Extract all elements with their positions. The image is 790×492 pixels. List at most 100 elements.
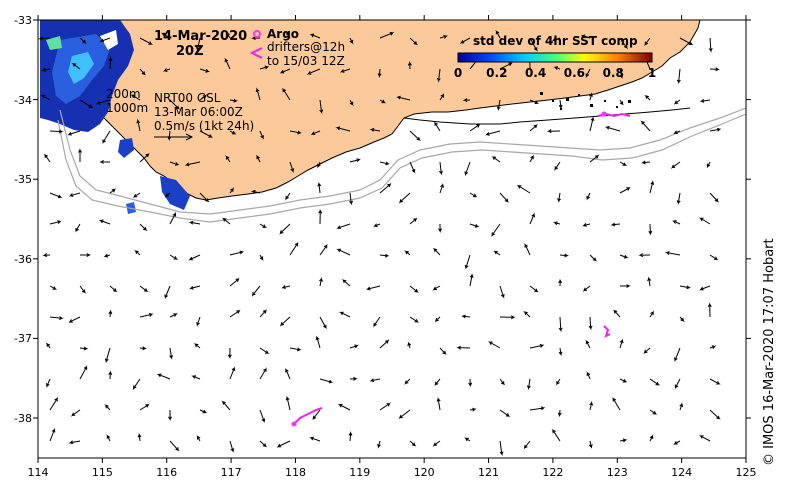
velocity-arrow [589,254,598,262]
velocity-arrow [679,285,692,290]
velocity-arrow [259,347,270,354]
velocity-arrow [68,192,81,197]
velocity-arrow [229,440,235,453]
velocity-arrow [499,440,504,457]
velocity-arrow [40,94,51,101]
velocity-arrow [499,409,511,417]
velocity-arrow [459,37,471,45]
velocity-arrow [409,37,419,46]
lon-tick-label: 117 [221,466,242,479]
velocity-arrow [49,192,63,199]
velocity-arrow [319,276,323,287]
velocity-arrow [673,99,681,105]
velocity-arrow [409,161,416,174]
velocity-arrow [698,217,711,225]
lat-tick-label: -35 [14,173,32,186]
velocity-arrow [136,118,141,132]
velocity-arrow [679,402,684,411]
velocity-arrow [462,98,471,103]
velocity-arrow [679,316,685,322]
velocity-arrow [529,154,534,163]
velocity-arrow [526,378,531,391]
lon-tick-label: 119 [349,466,370,479]
lon-tick-label: 114 [28,466,49,479]
lat-tick-label: -37 [14,332,32,345]
velocity-arrow [251,285,261,297]
isobath-1000m-label: 1000m [106,101,148,115]
velocity-arrow [529,123,538,132]
velocity-arrow [709,254,719,260]
velocity-arrow [137,432,142,442]
velocity-arrow [499,285,505,299]
colorbar-tick: 1 [648,66,656,80]
velocity-arrow [259,130,265,140]
velocity-arrow [469,273,474,287]
velocity-arrow [439,347,447,355]
velocity-arrow [67,130,81,136]
velocity-arrow [679,37,694,45]
velocity-arrows [38,30,722,457]
velocity-arrow [315,335,321,349]
velocity-arrow [644,37,651,47]
velocity-arrow [699,285,711,291]
velocity-arrow [551,428,561,442]
velocity-arrow [523,440,531,450]
velocity-arrow [229,309,241,318]
velocity-arrow [491,156,501,163]
velocity-arrow [644,94,651,101]
velocity-arrow [619,338,624,349]
velocity-arrow [556,378,561,386]
velocity-arrow [707,302,712,318]
lon-tick-label: 118 [285,466,306,479]
velocity-arrow [349,37,354,45]
velocity-arrow [396,95,411,101]
velocity-arrow [379,31,395,39]
velocity-arrow [582,285,591,292]
velocity-arrow [585,339,591,349]
velocity-arrow [709,127,722,132]
velocity-arrow [671,220,681,225]
velocity-arrow [259,65,270,70]
velocity-arrow [529,343,545,349]
velocity-arrow [108,309,113,318]
velocity-arrow [199,68,211,73]
velocity-arrow [134,250,141,256]
velocity-arrow [487,341,501,349]
velocity-arrow [284,368,291,380]
velocity-arrow [554,161,561,172]
lat-labels: -33 -34 -35 -36 -37 -38 [14,14,32,425]
scale-arrow [154,133,194,141]
velocity-arrow [79,99,94,108]
velocity-arrow [619,37,629,49]
velocity-arrow [708,37,713,53]
velocity-arrow [409,285,420,293]
velocity-arrow [259,254,264,261]
velocity-arrow [469,407,477,412]
velocity-arrow [285,192,291,201]
velocity-arrow [377,440,381,449]
velocity-arrow [319,99,324,115]
argo-label: Argo [267,27,299,41]
velocity-arrow [225,155,231,163]
velocity-arrow [38,36,51,41]
velocity-arrow [189,285,201,290]
velocity-arrow [99,159,111,164]
velocity-arrow [398,409,411,420]
velocity-arrow [409,440,417,447]
velocity-arrow [676,192,681,205]
velocity-arrow [432,247,441,256]
velocity-arrow [309,33,321,39]
velocity-arrow [499,378,506,386]
velocity-arrow [109,285,118,292]
velocity-arrow [365,285,381,291]
velocity-arrow [529,212,536,225]
velocity-arrow [551,37,561,42]
velocity-arrow [529,37,538,52]
velocity-arrow [546,129,561,134]
velocity-arrow [558,347,563,357]
lon-tick-label: 116 [156,466,177,479]
velocity-arrow [169,161,180,166]
velocity-arrow [529,406,546,411]
velocity-arrow [349,192,354,206]
velocity-arrow [439,183,444,194]
